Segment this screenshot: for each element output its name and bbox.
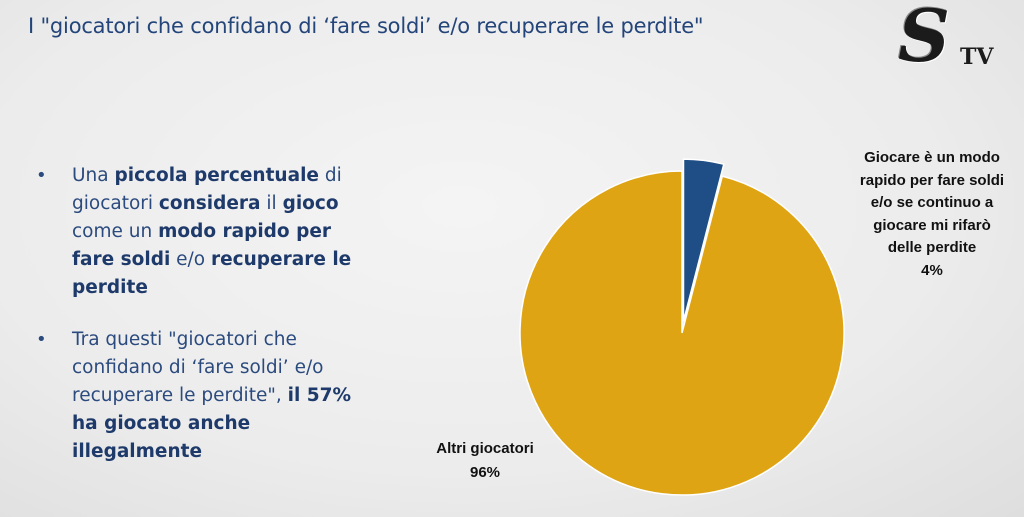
bullet-text: Tra questi "giocatori che confidano di ‘… — [72, 329, 351, 462]
channel-logo: S TV — [896, 0, 1008, 76]
bullet-dot-icon: • — [36, 165, 47, 186]
bullet-segment: recuperare le perdite — [72, 249, 352, 298]
bullet-segment: modo rapido per fare soldi — [72, 221, 331, 270]
bullet-segment: gioco — [282, 193, 339, 214]
slice-label-large-value: 96% — [469, 464, 501, 481]
slice-label-large-name: Altri giocatori — [436, 440, 534, 457]
bullet-dot-icon: • — [36, 329, 47, 350]
slide-title: I "giocatori che confidano di ‘fare sold… — [28, 14, 704, 38]
bullet-segment: Una — [72, 165, 115, 186]
bullet-segment: considera — [158, 193, 261, 214]
slice-label-small-name: Giocare è un modo rapido per fare soldi … — [859, 149, 1005, 256]
bullet-segment: il 57% ha giocato anche illegalmente — [72, 385, 352, 462]
slice-label-small-value: 4% — [921, 261, 943, 279]
pie-slice-2 — [519, 170, 845, 496]
bullet-item-1: • Una piccola percentuale di giocatori co… — [36, 162, 376, 302]
bullet-segment: di giocatori — [72, 165, 342, 214]
logo-letter: S — [898, 0, 950, 78]
bullet-list: • Una piccola percentuale di giocatori co… — [36, 162, 376, 490]
slice-label-large: Altri giocatori 96% — [404, 437, 566, 485]
bullet-segment: il — [260, 193, 283, 214]
logo-text: TV — [960, 44, 994, 70]
pie-slice-1 — [682, 158, 725, 322]
bullet-item-2: • Tra questi "giocatori che confidano di … — [36, 326, 376, 466]
bullet-segment: Tra questi "giocatori che confidano di ‘… — [72, 329, 324, 406]
bullet-segment: come un — [72, 221, 159, 242]
bullet-segment: e/o — [170, 249, 211, 270]
slice-label-small: Giocare è un modo rapido per fare soldi … — [856, 147, 1008, 282]
bullet-text: Una piccola percentuale di giocatori con… — [72, 165, 351, 298]
bullet-segment: piccola percentuale — [114, 165, 319, 186]
